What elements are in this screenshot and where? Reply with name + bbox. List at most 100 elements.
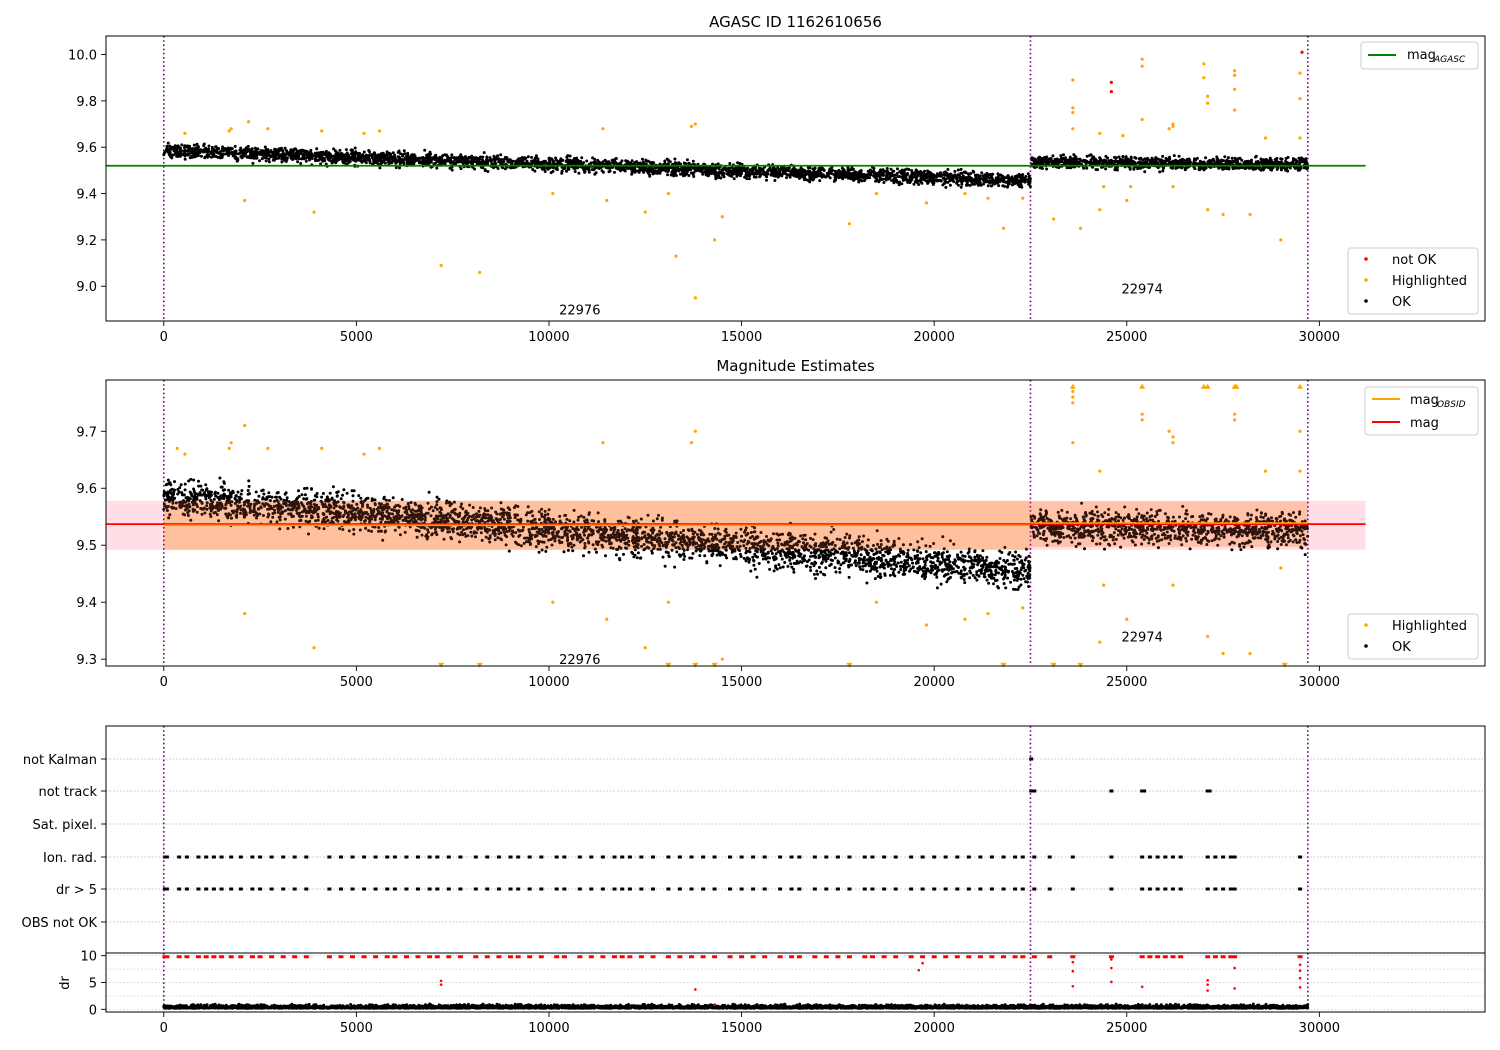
data-point-highlighted	[1248, 212, 1252, 217]
data-point-highlighted	[689, 441, 694, 445]
data-point-highlighted	[1102, 583, 1106, 587]
data-point-highlighted-below	[438, 662, 445, 668]
data-point-highlighted	[1248, 651, 1252, 656]
data-point-highlighted	[1298, 71, 1302, 75]
panel-magnitude-estimates: Magnitude Estimates 22976 22974 0 5000 10000 1…	[76, 357, 1486, 690]
data-point-highlighted	[1078, 226, 1083, 230]
x-tick-label: 20000	[913, 330, 954, 345]
x-tick-label: 5000	[340, 330, 373, 345]
data-point-highlighted-below	[1281, 662, 1288, 668]
data-point-dr-gt-5	[439, 983, 443, 986]
data-point-highlighted-below	[711, 662, 718, 668]
data-point-highlighted	[1171, 441, 1175, 445]
data-point-dr-gt-5	[1298, 969, 1302, 972]
legend-box	[1360, 41, 1479, 70]
x-tick-label: 5000	[340, 1021, 373, 1036]
chart-title: Magnitude Estimates	[716, 357, 874, 375]
data-point-highlighted	[986, 196, 990, 200]
data-point-highlighted	[601, 127, 605, 131]
data-point-highlighted-above	[1139, 383, 1146, 389]
data-point-highlighted	[1298, 429, 1302, 433]
data-point-dr-gt-5	[1298, 976, 1302, 980]
x-tick-label: 15000	[721, 330, 762, 345]
data-point-highlighted	[924, 201, 929, 205]
y-tick-label: 9.4	[76, 596, 97, 611]
panel-dr: 0 5 10 0 5000 10000 15000 20000 25000 30000 dr	[58, 950, 1486, 1036]
panel-flags: not Kalman not track Sat. pixel. Ion. rad. d…	[22, 725, 1486, 954]
data-point-highlighted	[1140, 418, 1144, 422]
data-point-highlighted	[1233, 73, 1237, 77]
x-tick-label: 5000	[340, 675, 373, 690]
legend-label: Highlighted	[1392, 274, 1467, 289]
data-point-not-ok	[1300, 50, 1304, 54]
data-point-highlighted	[183, 131, 187, 135]
data-point-highlighted	[1125, 198, 1129, 203]
data-point-highlighted	[1098, 640, 1102, 644]
legend-box	[1347, 613, 1479, 660]
data-point-highlighted	[1140, 117, 1144, 122]
legend-marker	[1364, 623, 1368, 627]
data-point-highlighted	[693, 122, 697, 126]
data-point-highlighted	[1001, 226, 1006, 230]
data-point-highlighted	[246, 120, 251, 124]
data-point-highlighted	[720, 657, 724, 661]
legend-subscript: OBSID	[1437, 400, 1466, 410]
flag-category-label: Ion. rad.	[43, 851, 97, 866]
data-point-highlighted	[1125, 617, 1129, 621]
legend-label: Highlighted	[1392, 619, 1467, 634]
obsid-label: 22976	[559, 653, 600, 668]
flag-category-label: not track	[38, 785, 97, 800]
data-point-highlighted	[1221, 212, 1225, 217]
data-point-highlighted	[266, 446, 270, 450]
x-tick-label: 25000	[1106, 330, 1147, 345]
data-point-highlighted	[666, 191, 670, 196]
data-point-highlighted	[266, 127, 270, 131]
legend-label: OK	[1392, 640, 1411, 655]
data-point-highlighted	[963, 617, 967, 621]
y-tick-label: 9.0	[76, 280, 97, 295]
data-point-highlighted	[175, 446, 179, 450]
data-point-dr-gt-5	[1110, 980, 1113, 984]
data-point-highlighted	[1171, 124, 1175, 128]
x-tick-label: 30000	[1299, 1021, 1340, 1036]
x-tick-label: 10000	[528, 675, 569, 690]
data-point-dr-gt-5	[694, 988, 697, 991]
data-point-highlighted	[1071, 401, 1075, 405]
axes-frame	[105, 725, 1486, 954]
data-point-highlighted	[986, 611, 990, 616]
y-tick-label: 9.4	[76, 188, 97, 203]
data-point-highlighted	[874, 191, 878, 196]
data-point-highlighted	[551, 191, 555, 196]
data-point-highlighted	[1171, 122, 1175, 126]
data-point-dr-gt-5	[1071, 969, 1075, 973]
data-point-highlighted	[924, 623, 929, 627]
x-tick-label: 0	[160, 1021, 168, 1036]
data-point-highlighted	[439, 263, 443, 267]
data-point-dr-gt-5	[439, 979, 443, 983]
data-point-highlighted	[1140, 412, 1144, 416]
legend-marker	[1364, 278, 1368, 282]
data-point-highlighted	[1071, 389, 1075, 393]
data-point-highlighted	[1221, 651, 1225, 656]
y-tick-label: 5	[89, 977, 97, 992]
data-point-highlighted	[229, 127, 233, 131]
data-point-highlighted	[689, 124, 694, 128]
data-point-highlighted	[478, 270, 482, 274]
data-point-highlighted	[1140, 64, 1144, 68]
x-tick-label: 15000	[721, 675, 762, 690]
data-point-highlighted-below	[476, 662, 483, 668]
data-point-highlighted	[1206, 208, 1210, 212]
x-tick-label: 30000	[1299, 330, 1340, 345]
data-point-highlighted-below	[1077, 662, 1084, 668]
data-point-highlighted-below	[665, 662, 672, 668]
data-point-highlighted	[605, 617, 609, 621]
data-point-highlighted	[874, 600, 878, 604]
data-point-highlighted	[551, 600, 555, 604]
x-tick-label: 20000	[913, 675, 954, 690]
data-point-highlighted	[1102, 185, 1106, 189]
legend-label: mag	[1410, 393, 1439, 408]
data-point-highlighted	[377, 446, 382, 450]
data-point-highlighted	[362, 452, 366, 456]
data-point-highlighted	[1171, 583, 1175, 587]
y-tick-label: 9.6	[76, 141, 97, 156]
